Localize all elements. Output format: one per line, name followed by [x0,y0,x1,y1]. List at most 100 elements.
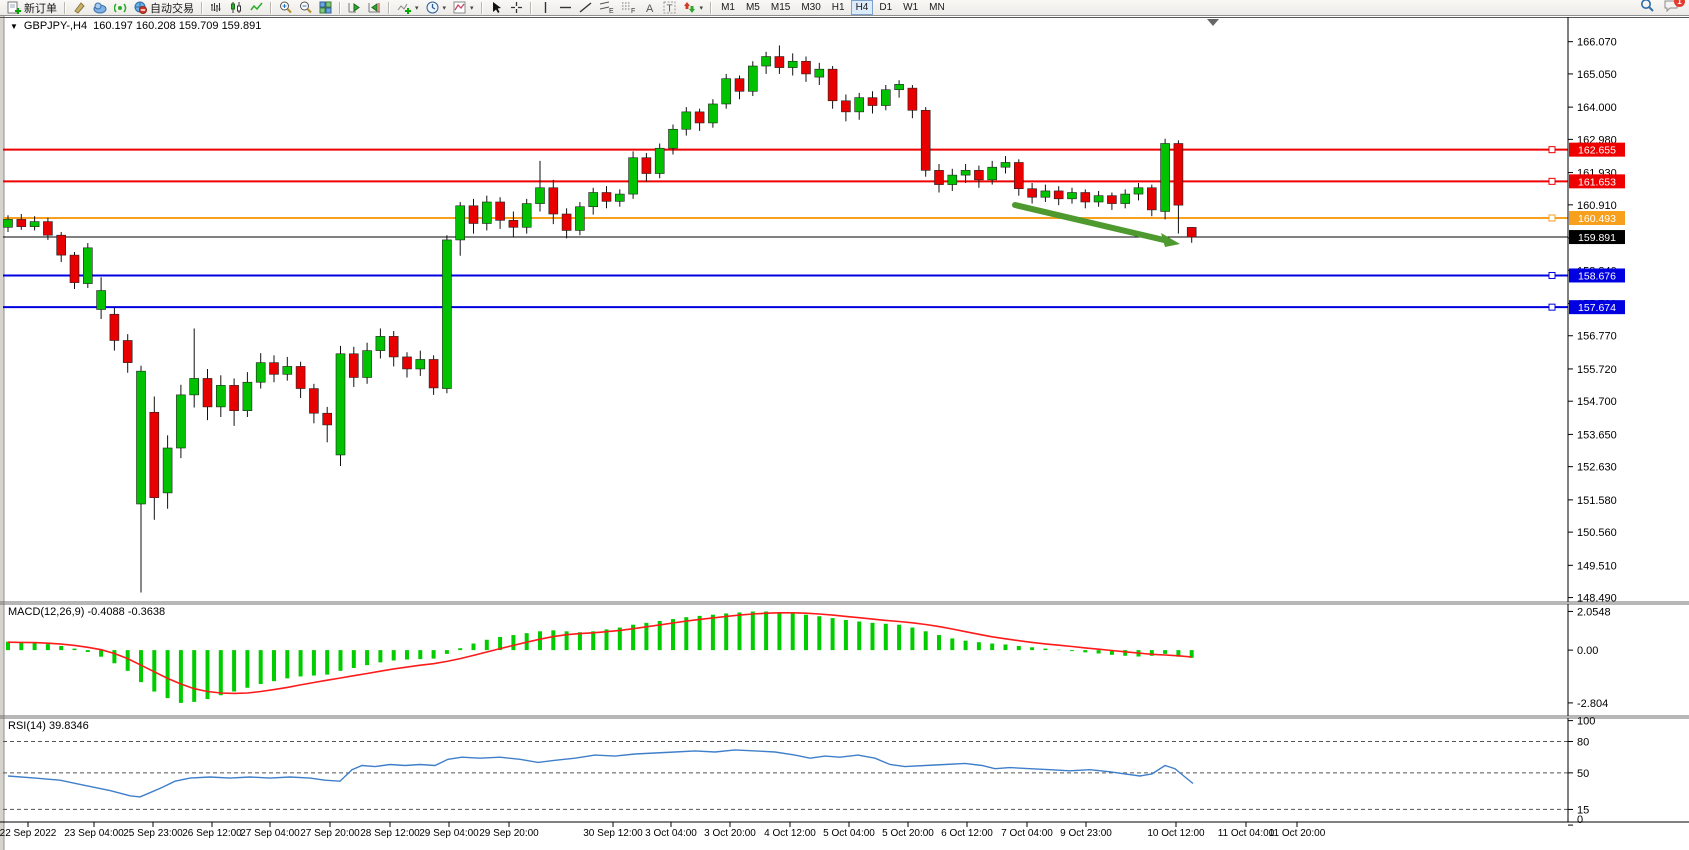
candle-body [255,362,266,383]
candle-body [176,394,186,449]
channel-tool-button[interactable]: E [596,0,617,15]
timeframe-m5-button[interactable]: M5 [745,2,760,13]
chart-shift-marker[interactable] [1207,19,1219,26]
trend-arrow-line[interactable] [1012,202,1167,243]
trendline-button[interactable] [576,0,595,15]
price-badge-159.891[interactable]: 159.891 [1569,230,1625,245]
candle-body [1013,162,1024,190]
candle-body [694,111,705,124]
text-button[interactable]: A [640,0,659,15]
candle-body [907,87,918,111]
chart-candles-button[interactable] [227,0,246,15]
candle-body [601,192,612,202]
price-badge-text: 162.655 [1578,145,1616,157]
auto-scroll-button[interactable] [345,0,364,15]
arrows-button[interactable]: ▾ [680,0,707,15]
hline-handle[interactable] [1548,271,1556,279]
hline-handle[interactable] [1548,146,1556,154]
zoom-out-button[interactable] [296,0,315,15]
candle-body [761,56,771,67]
hline-handle[interactable] [1548,214,1556,222]
crosshair-button[interactable] [507,0,526,15]
toolbar-separator [529,1,532,14]
svg-text:F: F [631,8,635,14]
price-badge-160.493[interactable]: 160.493 [1569,211,1625,226]
candle-body [960,170,971,176]
candle-body [56,234,67,256]
price-badge-text: 160.493 [1578,213,1616,225]
timeframe-m15-button[interactable]: M15 [770,2,791,13]
chart-bars-button[interactable] [207,0,226,15]
vps-cloud-button[interactable] [90,0,110,15]
periods-button[interactable]: ▾ [423,0,450,15]
templates-dropdown-icon[interactable]: ▾ [470,4,474,12]
fibonacci-tool-button[interactable]: F [618,0,639,15]
hline-handle[interactable] [1548,303,1556,311]
price-badge-161.653[interactable]: 161.653 [1569,174,1625,189]
indicators-button[interactable]: ▾ [394,0,422,15]
notifications-chat-icon[interactable]: 1 [1664,0,1685,17]
arrows-dropdown-icon[interactable]: ▾ [699,4,704,12]
candle-body [548,187,559,215]
candle-body [867,97,878,106]
new-order-button[interactable]: 新订单 [4,0,60,15]
trend-arrow-head[interactable] [1161,233,1180,247]
time-axis-label: 5 Oct 04:00 [823,828,875,839]
vertical-line-button[interactable] [536,0,555,15]
time-axis[interactable]: 22 Sep 2022 23 Sep 04:00 25 Sep 23:00 26 Se… [0,821,1689,839]
price-badge-158.676[interactable]: 158.676 [1569,268,1625,283]
timeframe-d1-button[interactable]: D1 [879,2,893,13]
indicators-dropdown-icon[interactable]: ▾ [415,4,419,12]
templates-button[interactable]: ▾ [450,0,477,15]
zoom-in-button[interactable] [276,0,295,15]
chart-shift-button[interactable] [365,0,384,15]
time-axis-label: 3 Oct 04:00 [645,828,697,839]
vertical-line-icon [539,1,552,14]
price-badge-162.655[interactable]: 162.655 [1569,142,1625,157]
time-axis-label: 5 Oct 20:00 [882,828,934,839]
cursor-button[interactable] [487,0,506,15]
rsi-axis-label: 0 [1577,814,1583,826]
rsi-axis-label: 50 [1577,768,1589,780]
time-axis-label: 9 Oct 23:00 [1060,828,1112,839]
symbol-dropdown-icon[interactable]: ▼ [10,21,18,31]
timeframe-m1-button[interactable]: M1 [721,2,735,13]
timeframe-m30-button[interactable]: M30 [801,2,821,13]
text-label-button[interactable]: T [660,0,679,15]
chart-line-button[interactable] [247,0,266,15]
toolbar-separator [388,1,390,14]
price-axis-label: 149.510 [1577,560,1617,572]
periods-dropdown-icon[interactable]: ▾ [442,4,447,12]
candle-body [628,157,638,195]
price-axis-label: 150.560 [1577,527,1617,539]
window-left-border [0,16,4,850]
signals-button[interactable] [111,0,130,15]
time-axis-label: 30 Sep 12:00 [583,828,643,839]
time-axis-label: 25 Sep 23:00 [123,828,183,839]
tile-windows-button[interactable] [316,0,335,15]
price-badge-157.674[interactable]: 157.674 [1569,300,1625,315]
search-icon[interactable] [1640,0,1654,17]
candle-body [708,103,718,124]
fibonacci-tool-icon: F [621,1,636,14]
timeframe-w1-button[interactable]: W1 [903,2,919,13]
tile-windows-icon [319,1,332,14]
candle-body [508,220,519,228]
horizontal-line-button[interactable] [556,0,575,15]
candle-body [920,109,931,171]
candle-body [987,166,998,181]
metaeditor-button[interactable] [70,0,89,15]
timeframe-mn-button[interactable]: MN [929,2,945,13]
hline-handle[interactable] [1548,177,1556,185]
candle-body [1186,227,1197,238]
vps-cloud-icon [93,1,107,14]
time-axis-label: 27 Sep 04:00 [240,828,300,839]
timeframe-h1-button[interactable]: H1 [831,2,845,13]
candle-body [747,65,758,92]
candle-body [880,89,891,106]
price-badge-text: 161.653 [1578,176,1616,188]
autotrading-button[interactable]: 自动交易 [131,0,197,15]
timeframe-h4-button[interactable]: H4 [850,0,874,15]
candle-body [415,359,426,370]
